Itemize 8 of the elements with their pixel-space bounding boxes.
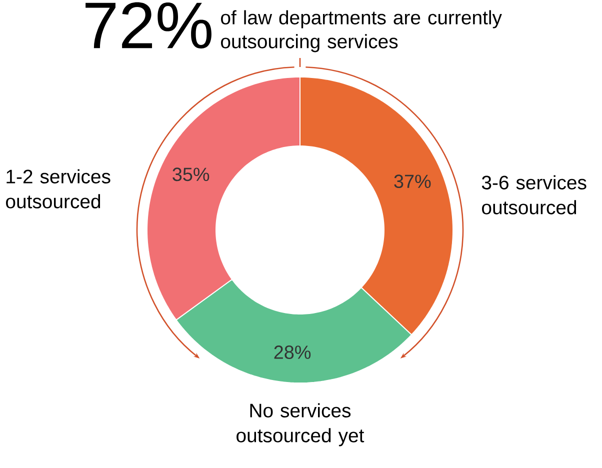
data-label: 37% [394, 174, 431, 188]
chart-title: 72% [86, 2, 212, 48]
slice-label: 1-2 services outsourced [6, 169, 110, 208]
slice-label: 3-6 services outsourced [482, 175, 586, 214]
slice-label: No services outsourced yet [236, 403, 364, 446]
data-label: 28% [274, 346, 311, 359]
data-label: 35% [172, 168, 210, 182]
chart-subtitle: of law departments are currently outsourcing services [221, 10, 502, 52]
